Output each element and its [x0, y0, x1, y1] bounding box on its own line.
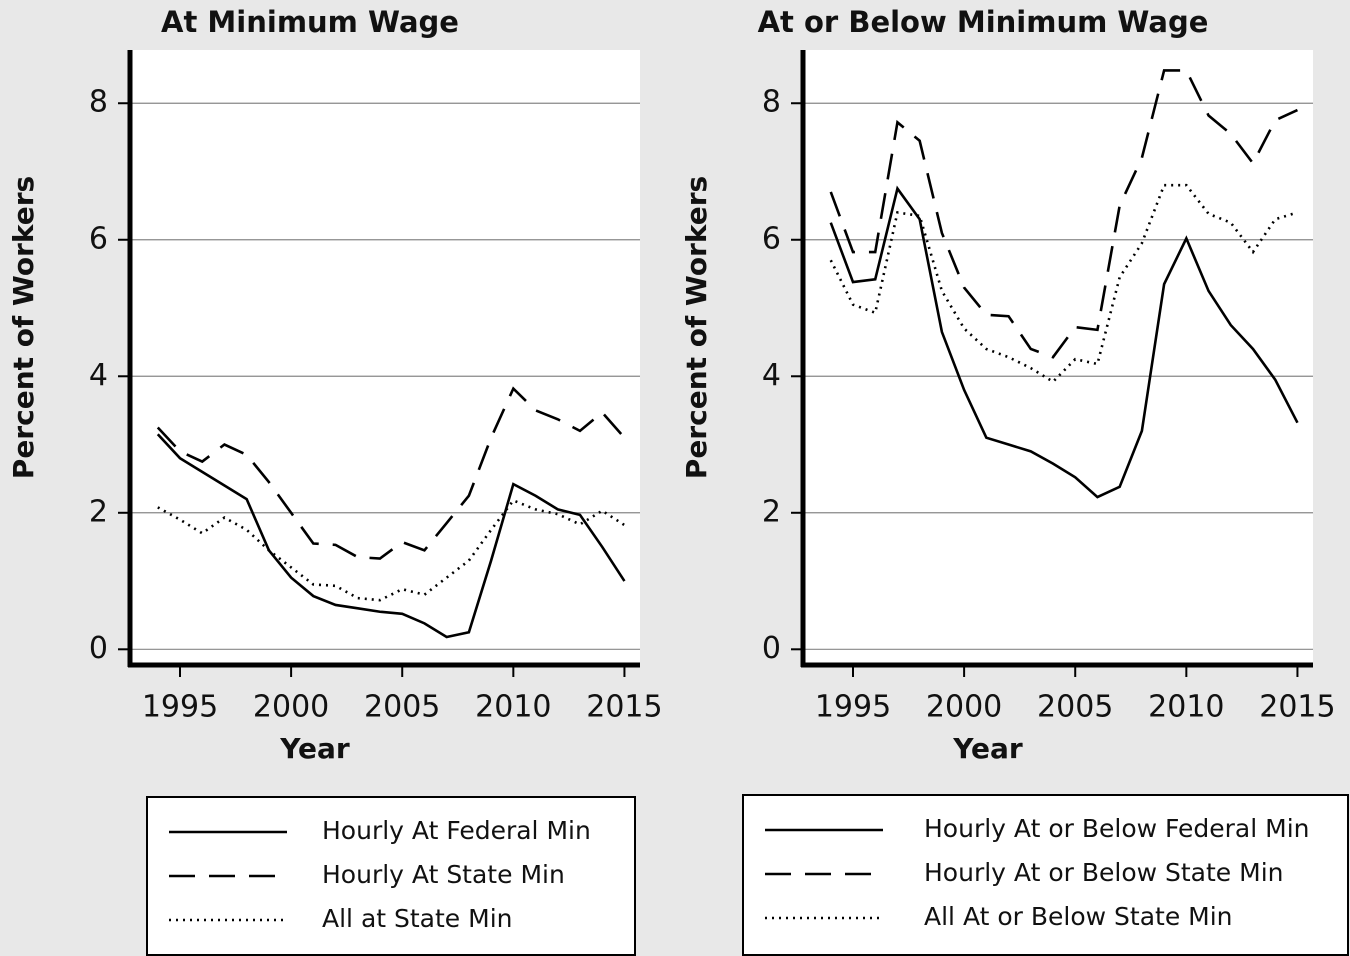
- legend-label: All At or Below State Min: [924, 902, 1233, 931]
- legend-box: [742, 794, 1349, 956]
- x-tick-label: 2010: [1148, 690, 1224, 725]
- y-tick-label: 6: [762, 221, 781, 256]
- series-line: [829, 69, 1298, 359]
- legend-label: Hourly At State Min: [322, 860, 565, 889]
- legend-label: All at State Min: [322, 904, 513, 933]
- series-line: [829, 183, 1298, 384]
- series-line: [156, 386, 626, 560]
- x-tick-label: 2005: [1037, 690, 1113, 725]
- legend-label: Hourly At or Below Federal Min: [924, 814, 1310, 843]
- x-tick-label: 2015: [586, 690, 662, 725]
- y-axis-label: Percent of Workers: [680, 176, 713, 479]
- x-tick-label: 1995: [815, 690, 891, 725]
- series-line: [829, 185, 1299, 499]
- y-tick-label: 2: [762, 494, 781, 529]
- x-tick-label: 1995: [142, 690, 218, 725]
- y-tick-label: 6: [89, 221, 108, 256]
- legend-label: Hourly At Federal Min: [322, 816, 591, 845]
- legend-label: Hourly At or Below State Min: [924, 858, 1284, 887]
- x-tick-label: 2010: [475, 690, 551, 725]
- series-line: [157, 498, 626, 602]
- y-tick-label: 2: [89, 494, 108, 529]
- plot-area: [803, 50, 1313, 665]
- plot-area: [130, 50, 640, 665]
- y-tick-label: 4: [89, 358, 108, 393]
- x-tick-label: 2000: [253, 690, 329, 725]
- x-axis-label: Year: [952, 732, 1023, 765]
- y-tick-label: 0: [89, 631, 108, 666]
- x-tick-label: 2000: [926, 690, 1002, 725]
- y-tick-label: 0: [762, 631, 781, 666]
- y-axis-label: Percent of Workers: [7, 176, 40, 479]
- x-axis-label: Year: [279, 732, 350, 765]
- chart-title: At Minimum Wage: [161, 5, 459, 39]
- x-tick-label: 2005: [364, 690, 440, 725]
- y-tick-label: 4: [762, 358, 781, 393]
- y-tick-label: 8: [89, 85, 108, 120]
- series-line: [156, 433, 626, 639]
- chart-title: At or Below Minimum Wage: [758, 5, 1209, 39]
- x-tick-label: 2015: [1259, 690, 1335, 725]
- y-tick-label: 8: [762, 85, 781, 120]
